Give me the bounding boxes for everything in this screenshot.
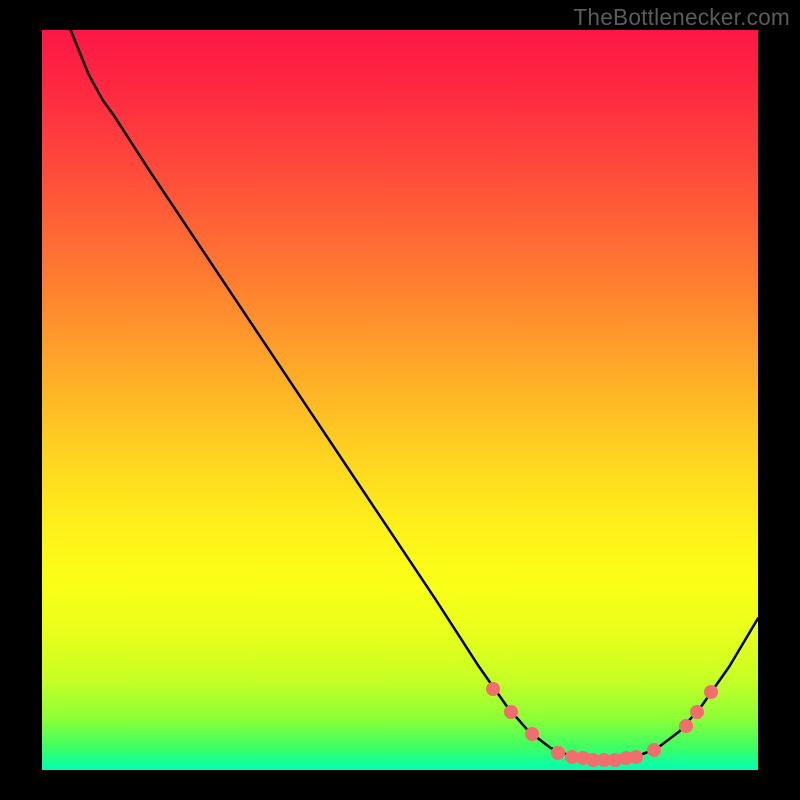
plot-area [42, 30, 758, 770]
data-marker [704, 685, 718, 699]
data-marker [679, 719, 693, 733]
data-marker [525, 727, 539, 741]
watermark-text: TheBottlenecker.com [573, 4, 790, 31]
data-marker [647, 743, 661, 757]
data-marker [690, 705, 704, 719]
data-marker [551, 746, 565, 760]
data-marker [504, 705, 518, 719]
data-marker [629, 750, 643, 764]
chart-stage: TheBottlenecker.com [0, 0, 800, 800]
bottleneck-curve [71, 30, 758, 760]
curve-layer [42, 30, 758, 770]
data-marker [486, 682, 500, 696]
